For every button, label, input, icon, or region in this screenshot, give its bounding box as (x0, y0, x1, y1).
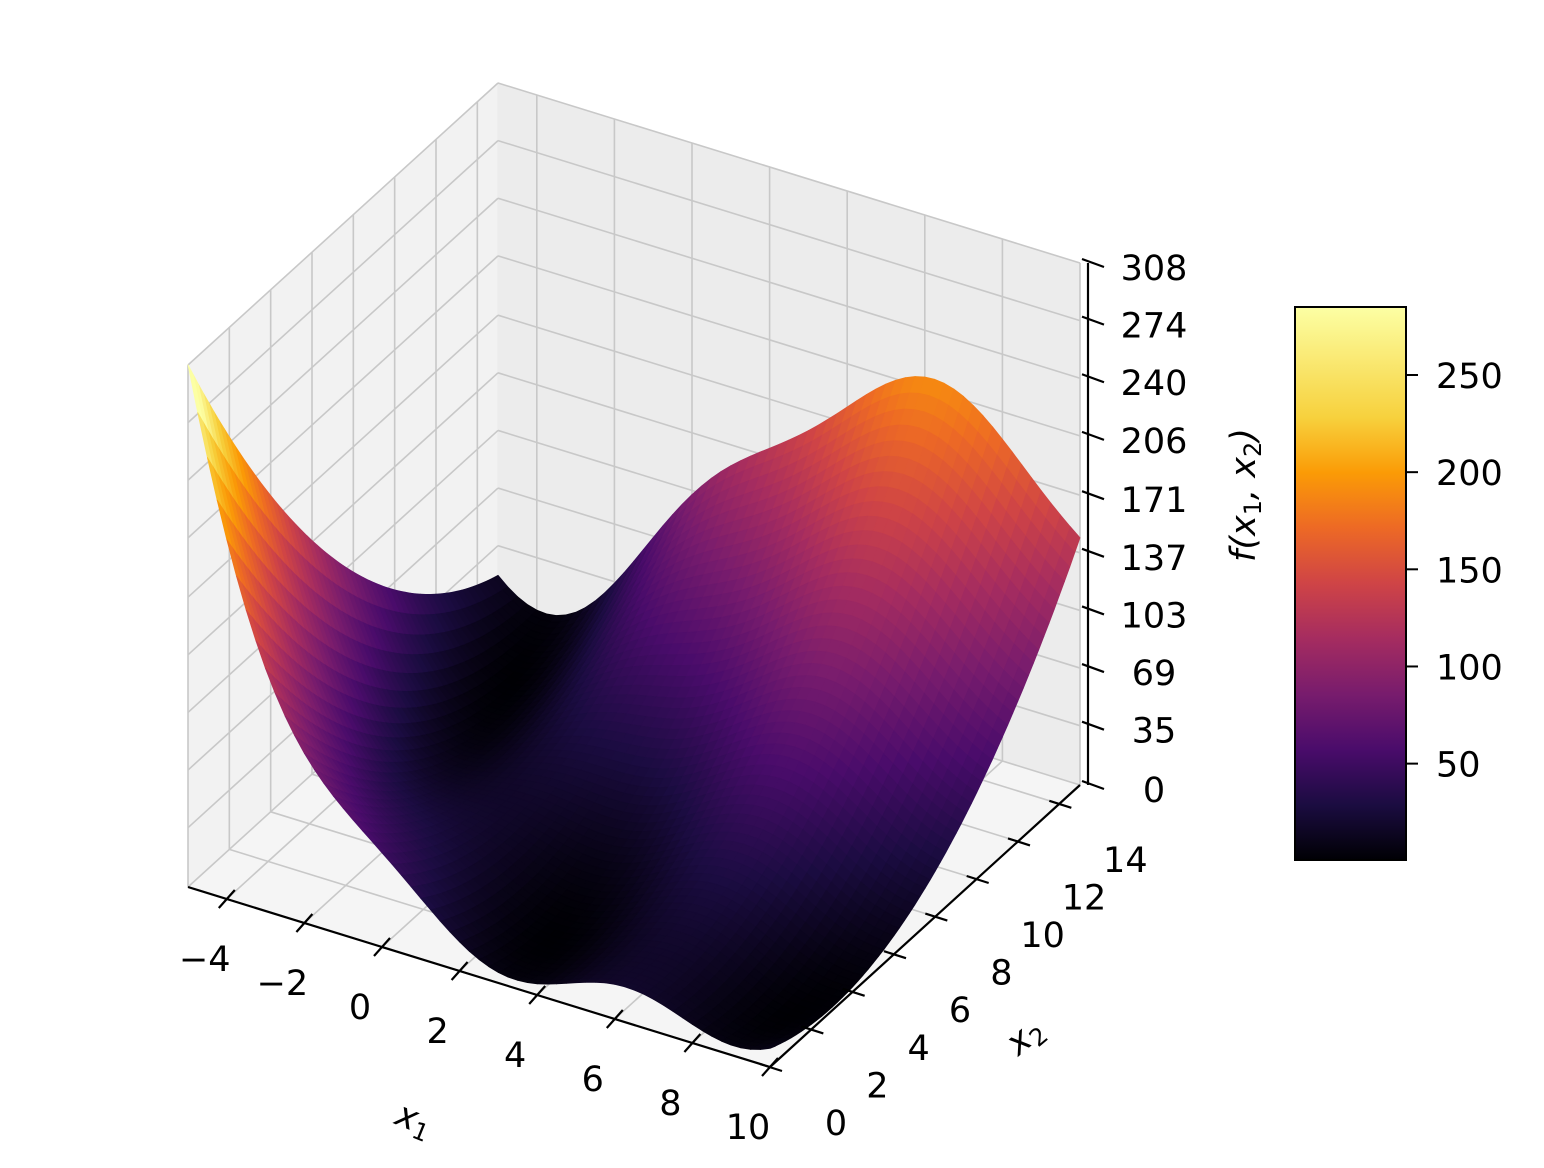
x2-tick-label: 2 (866, 1066, 888, 1106)
z-tick (1081, 315, 1105, 326)
x2-tick (966, 874, 990, 885)
z-tick (1081, 490, 1105, 501)
x1-tick (605, 1009, 624, 1029)
x1-tick (450, 961, 469, 981)
x1-tick (683, 1033, 702, 1053)
grid-line (187, 140, 499, 424)
x1-tick-label: −2 (257, 964, 309, 1004)
z-tick-label: 171 (1121, 481, 1188, 521)
z-tick-label: 103 (1121, 596, 1188, 636)
x2-axis-line (769, 784, 1081, 1068)
x2-tick-label: 4 (908, 1029, 930, 1069)
x1-tick-label: −4 (179, 940, 231, 980)
x2-axis-label: x2 (998, 1010, 1054, 1067)
x2-tick-label: 6 (949, 991, 971, 1031)
z-tick-label: 69 (1132, 654, 1177, 694)
z-tick (1081, 605, 1105, 616)
surface-patch (759, 1045, 776, 1050)
colorbar-tick-label: 50 (1436, 746, 1481, 786)
z-tick (1081, 663, 1105, 674)
x2-tick-label: 14 (1103, 841, 1148, 881)
x2-tick (842, 987, 866, 997)
x2-tick-label: 0 (825, 1104, 847, 1144)
colorbar-gradient (1294, 306, 1407, 861)
x1-tick-label: 2 (426, 1012, 448, 1052)
colorbar: 50 100 150 200 250 (1294, 306, 1503, 861)
z-tick-label: 35 (1132, 712, 1177, 752)
x1-tick (217, 889, 236, 909)
z-tick-label: 137 (1121, 539, 1188, 579)
x2-tick-label: 8 (990, 954, 1012, 994)
z-tick (1081, 373, 1105, 384)
z-tick (1081, 547, 1105, 558)
x1-tick (528, 985, 547, 1005)
grid-line (187, 197, 499, 481)
z-tick (1081, 720, 1105, 731)
colorbar-tick-label: 250 (1436, 357, 1503, 397)
grid-line (497, 255, 1081, 437)
surface-plot (187, 364, 1081, 1050)
z-tick (1081, 257, 1105, 269)
x1-tick-label: 4 (504, 1036, 526, 1076)
z-tick-label: 0 (1143, 771, 1165, 811)
z-tick-label: 274 (1121, 307, 1188, 347)
x1-tick-label: 10 (726, 1108, 771, 1148)
z-tick (1081, 779, 1105, 791)
x1-tick (373, 937, 391, 957)
x2-tick (759, 1062, 783, 1073)
z-tick-label: 206 (1121, 422, 1188, 462)
x1-axis-line (187, 885, 771, 1069)
x1-tick-label: 0 (349, 988, 371, 1028)
z-tick (1081, 430, 1105, 441)
x2-tick (1048, 799, 1072, 809)
colorbar-ticks: 50 100 150 200 250 (1406, 357, 1503, 786)
x2-tick-label: 10 (1020, 916, 1065, 956)
x1-tick-label: 8 (659, 1084, 681, 1124)
grid-line (187, 372, 499, 656)
x1-axis-label: x1 (388, 1094, 438, 1148)
x2-tick (800, 1025, 824, 1035)
x2-tick-label: 12 (1062, 878, 1107, 918)
z-tick-label: 240 (1121, 364, 1188, 404)
z-axis-label: f(x1, x2) (1224, 428, 1267, 562)
colorbar-tick-label: 200 (1436, 454, 1503, 494)
x2-tick (924, 912, 948, 922)
grid-line (497, 82, 1081, 264)
grid-line (497, 139, 1081, 322)
colorbar-tick-label: 100 (1436, 648, 1503, 688)
x2-tick (1007, 837, 1031, 847)
grid-line (497, 197, 1081, 380)
x1-tick-label: 6 (582, 1060, 604, 1100)
x2-tick (883, 950, 907, 960)
x1-tick (295, 913, 314, 933)
colorbar-tick-label: 150 (1436, 551, 1503, 591)
z-tick-label: 308 (1121, 249, 1188, 289)
grid-line (187, 82, 499, 366)
